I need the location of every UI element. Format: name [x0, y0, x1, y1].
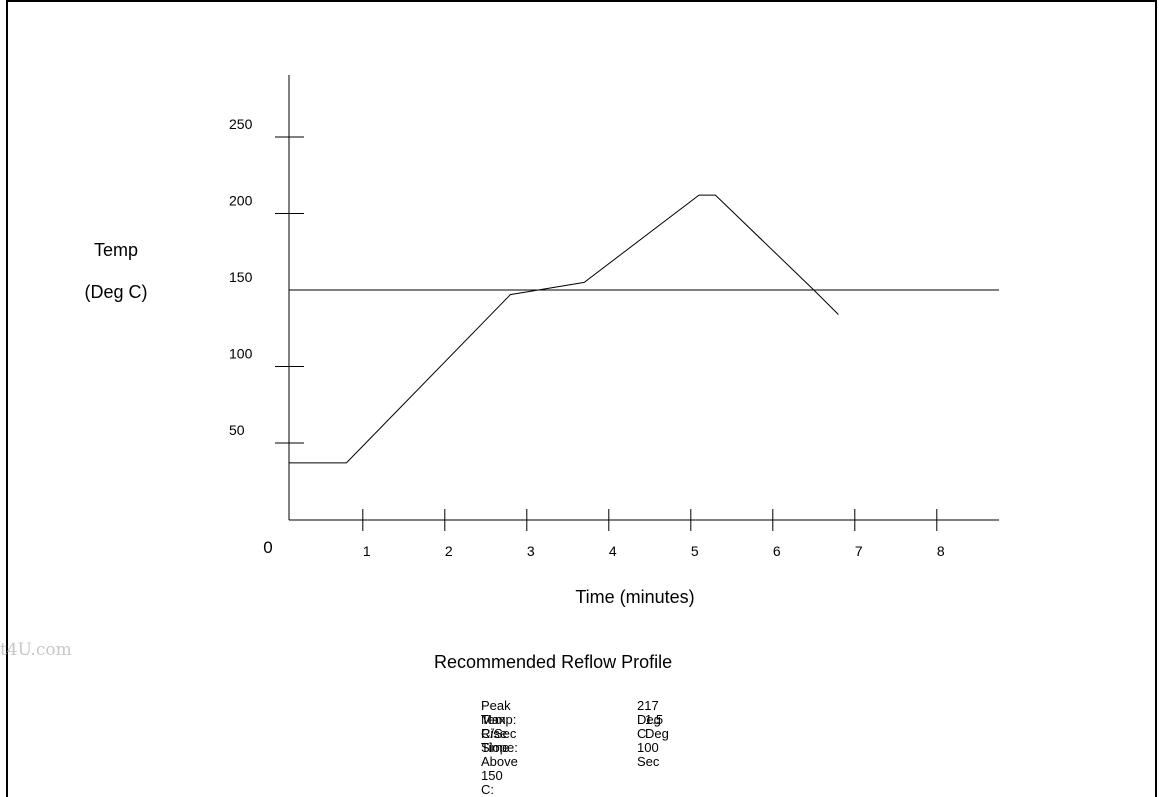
x-tick-label: 5 [691, 543, 699, 559]
spec-label: Time Above 150 C: [481, 740, 518, 797]
spec-label: Peak Temp: [481, 698, 517, 727]
x-origin-label: 0 [263, 538, 272, 557]
x-tick-label: 4 [609, 543, 617, 559]
y-axis-title-line1: Temp [94, 240, 138, 260]
x-tick-label: 1 [363, 543, 371, 559]
x-tick-label: 8 [937, 543, 945, 559]
temperature-profile-line [289, 194, 839, 464]
watermark-text: t4U.com [0, 640, 72, 660]
y-tick-label: 50 [229, 422, 245, 438]
x-axis-title: Time (minutes) [575, 587, 694, 607]
spec-label: Max Rise Slope: [481, 712, 518, 755]
spec-value: 217 Deg C [637, 698, 661, 741]
y-tick-label: 150 [229, 269, 253, 285]
x-tick-label: 2 [445, 543, 453, 559]
chart-caption: Recommended Reflow Profile [434, 652, 673, 672]
x-tick-label: 3 [527, 543, 535, 559]
x-tick-label: 7 [855, 543, 863, 559]
page-frame [6, 0, 1157, 797]
y-tick-label: 100 [229, 346, 253, 362]
y-tick-label: 200 [229, 193, 253, 209]
spec-value: 100 Sec [637, 740, 660, 769]
y-tick-label: 250 [229, 116, 253, 132]
spec-value: 1.5 Deg [645, 712, 669, 741]
spec-value-wrap: C/Sec [481, 726, 517, 741]
y-axis-title-line2: (Deg C) [84, 282, 147, 302]
x-tick-label: 6 [773, 543, 781, 559]
